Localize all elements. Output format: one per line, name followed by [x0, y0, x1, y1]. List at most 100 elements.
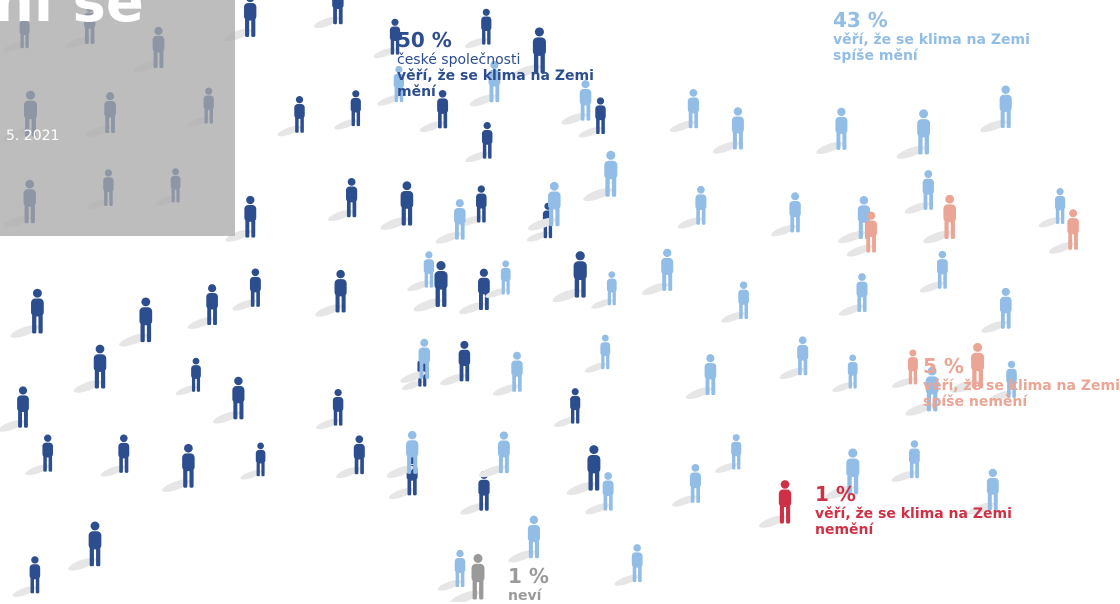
person-icon — [759, 480, 792, 528]
percent-label: 1 % — [508, 564, 549, 588]
person-icon — [380, 181, 414, 230]
person-icon — [891, 440, 920, 482]
person-icon — [240, 442, 266, 480]
person-icon — [68, 521, 102, 571]
person-icon — [0, 386, 29, 432]
percent-label: 5 % — [923, 354, 964, 378]
person-icon — [585, 472, 614, 515]
person-icon — [583, 150, 618, 202]
person-icon — [277, 96, 305, 137]
person-icon — [905, 366, 939, 416]
person-icon — [478, 431, 510, 478]
person-icon — [721, 281, 749, 323]
person-icon — [669, 88, 699, 133]
person-icon — [554, 388, 581, 428]
person-icon — [527, 181, 561, 231]
person-icon — [464, 8, 492, 49]
person-icon — [508, 515, 540, 563]
person-icon — [846, 211, 877, 257]
person-icon — [407, 251, 435, 292]
person-icon — [10, 288, 44, 338]
person-icon — [175, 357, 201, 396]
person-icon — [838, 273, 868, 316]
person-icon — [328, 177, 358, 222]
person-icon — [493, 351, 523, 396]
person-icon — [386, 430, 419, 479]
group-label: 1 % věří, že se klima na Zemi nemění — [815, 482, 1015, 538]
person-icon — [816, 107, 848, 154]
person-icon — [437, 549, 466, 591]
percent-label: 43 % — [833, 8, 888, 32]
person-icon — [566, 445, 601, 496]
group-name: věří, že se klima na Zemi nemění — [815, 506, 1012, 538]
person-icon — [967, 468, 999, 515]
person-icon — [12, 556, 41, 597]
person-icon — [1048, 209, 1079, 254]
person-icon — [459, 185, 487, 227]
person-icon — [413, 261, 448, 312]
group-label: 1 % neví — [508, 564, 568, 604]
person-icon — [685, 354, 717, 400]
group-name: věří, že se klima na Zemi spíše mění — [833, 32, 1030, 64]
person-icon — [460, 471, 490, 515]
person-icon — [891, 349, 918, 388]
person-icon — [316, 388, 344, 430]
person-icon — [904, 170, 934, 214]
group-label: 43 % věří, že se klima na Zemi spíše mění — [833, 8, 1043, 64]
person-icon — [485, 260, 511, 298]
person-icon — [981, 287, 1012, 333]
person-icon — [672, 464, 701, 507]
person-icon — [552, 251, 587, 303]
person-icon — [641, 248, 674, 295]
person-icon — [1038, 188, 1066, 228]
person-icon — [440, 340, 471, 386]
person-icon — [919, 250, 948, 293]
percent-label: 1 % — [815, 482, 856, 506]
person-icon — [315, 269, 347, 317]
article-title: ní se — [0, 0, 144, 35]
person-icon — [950, 342, 985, 393]
group-name: věří, že se klima na Zemi spíše nemění — [923, 378, 1120, 410]
person-icon — [336, 435, 365, 479]
person-icon — [450, 553, 485, 602]
person-icon — [373, 18, 401, 59]
person-icon — [591, 271, 617, 309]
person-icon — [232, 268, 261, 311]
person-icon — [838, 196, 871, 244]
person-icon — [614, 544, 643, 586]
person-icon — [400, 338, 430, 383]
person-icon — [435, 199, 466, 244]
person-icon — [677, 185, 707, 229]
person-icon — [313, 0, 344, 29]
person-icon — [73, 344, 107, 393]
group-name: věří, že se klima na Zemi mění — [397, 68, 594, 100]
person-icon — [377, 65, 405, 106]
article-date: 5. 2021 — [6, 128, 60, 144]
person-icon — [100, 434, 130, 477]
person-icon — [561, 80, 592, 125]
person-icon — [923, 194, 956, 244]
person-icon — [225, 195, 257, 242]
person-icon — [511, 27, 546, 78]
person-icon — [334, 90, 361, 130]
person-icon — [832, 354, 858, 392]
person-icon — [771, 192, 801, 237]
group-name: neví — [508, 588, 542, 604]
person-icon — [469, 60, 501, 107]
person-icon — [388, 456, 418, 500]
person-icon — [162, 443, 195, 492]
person-icon — [119, 297, 153, 347]
percent-label: 50 % — [397, 28, 452, 52]
person-icon — [187, 284, 218, 330]
person-icon — [896, 109, 931, 159]
person-icon — [212, 376, 245, 424]
person-icon — [224, 0, 257, 42]
article-overlay: ní se 5. 2021 — [0, 0, 235, 236]
group-label: 50 % české společnosti věří, že se klima n… — [397, 28, 607, 100]
person-icon — [779, 336, 809, 380]
person-icon — [712, 107, 744, 154]
person-icon — [25, 434, 53, 476]
person-icon — [989, 360, 1017, 402]
person-icon — [825, 448, 860, 499]
